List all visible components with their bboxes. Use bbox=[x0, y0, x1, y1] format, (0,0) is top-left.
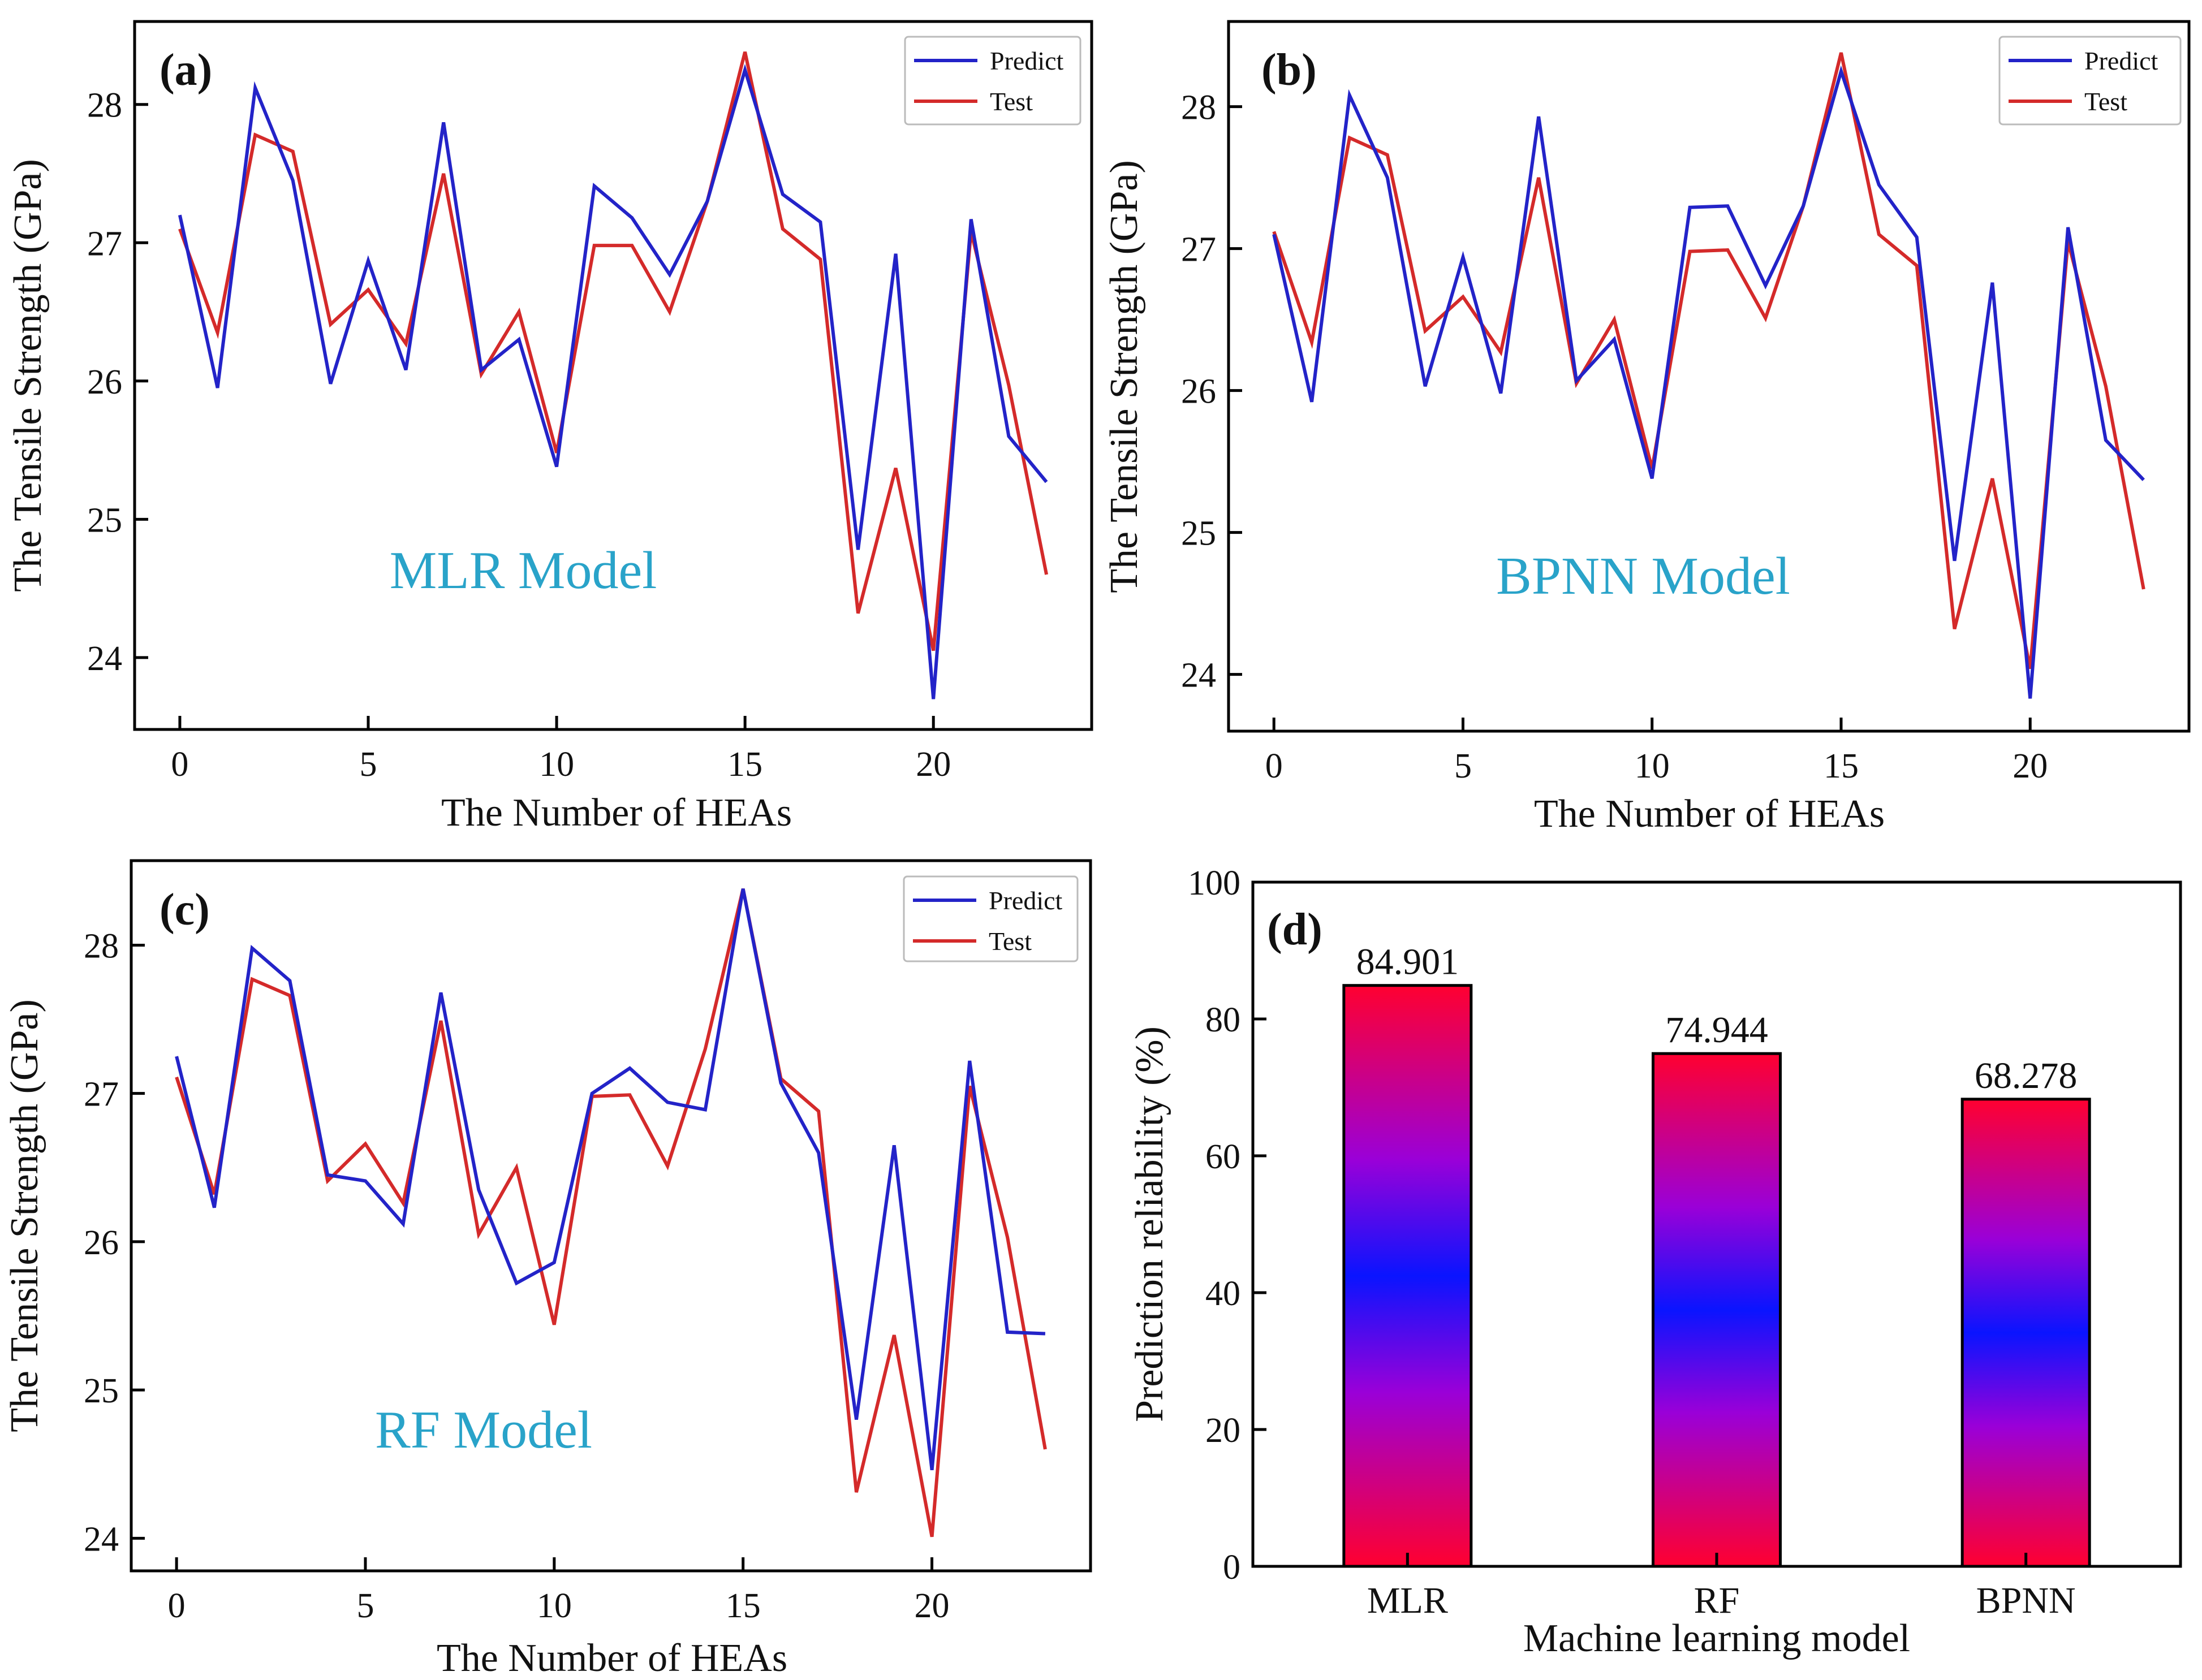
chart-panel-b: 24 25 26 27 28 The Number of HEAs The Tensile … bbox=[1102, 20, 2191, 836]
plot-frame bbox=[130, 859, 1092, 1573]
series-line-predict bbox=[178, 63, 1048, 699]
x-tick-label: 10 bbox=[1635, 747, 1670, 785]
y-tick-label: 100 bbox=[1188, 864, 1240, 902]
y-tick-label: 26 bbox=[1181, 373, 1216, 411]
legend-label-predict: Predict bbox=[989, 886, 1063, 915]
y-axis-label: The Tensile Strength (GPa) bbox=[1102, 160, 1146, 593]
y-axis-label: The Tensile Strength (GPa) bbox=[6, 159, 50, 592]
plot-frame bbox=[133, 20, 1093, 731]
legend: Predict Test bbox=[904, 36, 1081, 126]
x-tick-label: 10 bbox=[539, 745, 574, 784]
x-tick-label: 5 bbox=[1454, 747, 1472, 785]
series-line-predict bbox=[1272, 65, 2145, 699]
series-line-test bbox=[175, 888, 1047, 1538]
x-tick-label: 0 bbox=[1265, 747, 1283, 785]
x-axis-label: Machine learning model bbox=[1523, 1617, 1910, 1660]
chart-panel-c: 24 25 26 27 28 The Number of HEAs The Tensile … bbox=[3, 859, 1092, 1680]
panel-label: (a) bbox=[160, 45, 212, 95]
bar-value-label: 74.944 bbox=[1665, 1009, 1768, 1051]
x-axis-label: The Number of HEAs bbox=[441, 791, 792, 835]
panel-label: (d) bbox=[1267, 905, 1322, 955]
y-tick-label: 28 bbox=[84, 927, 119, 965]
x-tick-label: 15 bbox=[726, 1587, 761, 1625]
series-line-predict bbox=[175, 888, 1046, 1471]
x-tick-label: 15 bbox=[727, 745, 762, 784]
x-tick-label: 20 bbox=[916, 745, 951, 784]
y-tick-label: 60 bbox=[1205, 1138, 1240, 1176]
y-tick-label: 27 bbox=[87, 224, 122, 263]
bar-rf bbox=[1652, 1052, 1782, 1568]
x-tick-label: BPNN bbox=[1976, 1580, 2076, 1621]
y-tick-label: 25 bbox=[87, 501, 122, 539]
legend-label-test: Test bbox=[989, 927, 1032, 956]
panel-label: (b) bbox=[1261, 45, 1317, 95]
y-tick-label: 24 bbox=[1181, 657, 1216, 695]
y-tick-label: 80 bbox=[1205, 1001, 1240, 1039]
x-tick-label: 0 bbox=[171, 745, 188, 784]
x-tick-label: 5 bbox=[356, 1587, 374, 1625]
y-tick-label: 25 bbox=[84, 1372, 119, 1410]
y-axis-label: The Tensile Strength (GPa) bbox=[3, 999, 46, 1432]
model-label: RF Model bbox=[375, 1401, 592, 1459]
x-tick-label: RF bbox=[1694, 1580, 1740, 1621]
x-tick-label: 20 bbox=[915, 1587, 950, 1625]
y-tick-label: 27 bbox=[1181, 231, 1216, 269]
x-tick-label: 20 bbox=[2013, 747, 2048, 785]
y-tick-label: 28 bbox=[1181, 89, 1216, 127]
x-axis-label: The Number of HEAs bbox=[1534, 792, 1885, 836]
series-line-test bbox=[178, 51, 1049, 651]
legend-label-test: Test bbox=[2084, 87, 2127, 116]
x-tick-label: 15 bbox=[1824, 747, 1859, 785]
y-tick-label: 24 bbox=[87, 640, 122, 678]
bar-mlr bbox=[1342, 984, 1473, 1568]
panel-label: (c) bbox=[160, 885, 210, 935]
x-tick-label: 0 bbox=[168, 1587, 186, 1625]
legend: Predict Test bbox=[1998, 36, 2182, 126]
y-tick-label: 26 bbox=[87, 363, 122, 401]
model-label: MLR Model bbox=[390, 541, 657, 600]
y-tick-label: 20 bbox=[1205, 1411, 1240, 1450]
chart-panel-d: 0 20 40 60 80 100 Machine learning model Predic… bbox=[1128, 864, 2182, 1660]
y-tick-label: 40 bbox=[1205, 1275, 1240, 1313]
y-tick-label: 25 bbox=[1181, 515, 1216, 553]
x-tick-label: MLR bbox=[1367, 1580, 1448, 1621]
y-tick-label: 0 bbox=[1223, 1548, 1240, 1587]
y-tick-label: 26 bbox=[84, 1224, 119, 1262]
x-tick-label: 5 bbox=[360, 745, 377, 784]
y-axis-label: Prediction reliability (%) bbox=[1128, 1026, 1171, 1422]
legend: Predict Test bbox=[903, 875, 1079, 962]
model-label: BPNN Model bbox=[1496, 547, 1790, 606]
x-tick-label: 10 bbox=[537, 1587, 572, 1625]
plot-frame bbox=[1227, 20, 2191, 733]
bar-value-label: 84.901 bbox=[1356, 942, 1459, 983]
y-tick-label: 28 bbox=[87, 87, 122, 125]
y-tick-label: 24 bbox=[84, 1520, 119, 1558]
legend-label-predict: Predict bbox=[990, 46, 1064, 75]
series-line-test bbox=[1272, 52, 2145, 670]
bar-value-label: 68.278 bbox=[1975, 1055, 2078, 1096]
y-tick-label: 27 bbox=[84, 1076, 119, 1114]
legend-label-predict: Predict bbox=[2084, 46, 2158, 75]
x-axis-label: The Number of HEAs bbox=[437, 1636, 787, 1677]
chart-panel-a: 24 25 26 27 28 The Number of HEAs The Tensile … bbox=[6, 20, 1093, 835]
bar-bpnn bbox=[1960, 1098, 2091, 1568]
legend-label-test: Test bbox=[990, 87, 1033, 116]
